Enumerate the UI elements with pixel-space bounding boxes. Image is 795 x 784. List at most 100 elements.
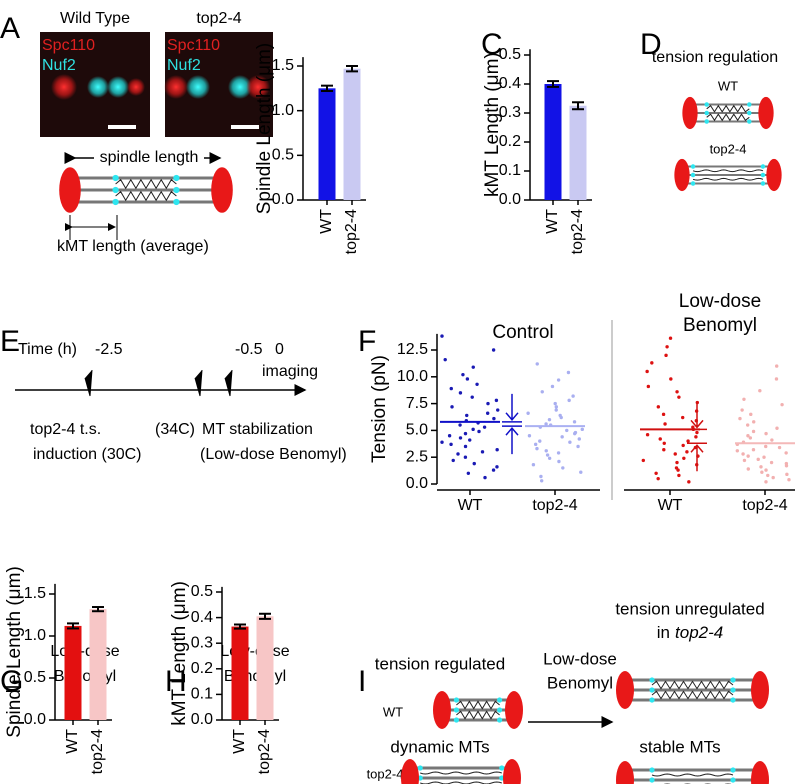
signal	[51, 74, 77, 100]
data-point	[695, 430, 699, 435]
label: (34C)	[155, 421, 195, 438]
label: Spc110	[42, 37, 95, 54]
spring	[115, 190, 177, 202]
data-point	[663, 422, 667, 426]
label: kMT length (average)	[57, 238, 209, 255]
data-point	[540, 390, 544, 394]
data-point	[668, 336, 673, 340]
data-point	[449, 442, 453, 447]
data-point	[483, 475, 487, 480]
label: Benomyl	[547, 673, 613, 692]
kinetochore	[760, 172, 766, 178]
data-point	[675, 460, 679, 465]
data-point	[538, 439, 542, 443]
data-point	[785, 472, 789, 477]
data-point	[539, 479, 544, 483]
data-point	[495, 447, 499, 452]
data-point	[573, 431, 577, 436]
kinetochore	[730, 697, 736, 703]
x-tick-label: WT	[231, 729, 248, 754]
bar	[89, 609, 107, 720]
data-point	[677, 395, 681, 399]
data-point	[759, 465, 763, 469]
data-point	[471, 427, 475, 432]
data-point	[687, 480, 691, 484]
label: Low-dose	[543, 649, 617, 668]
error-bar	[572, 101, 584, 111]
x-tick-label: top2-4	[89, 729, 106, 774]
label: MT stabilization	[202, 421, 313, 438]
spindle-pole	[503, 759, 521, 784]
label: 0	[275, 341, 284, 358]
data-point	[544, 422, 548, 426]
error-bar	[92, 606, 104, 613]
signal	[186, 75, 210, 99]
label: tension regulated	[375, 654, 505, 673]
label: Nuf2	[167, 57, 201, 74]
data-point	[770, 438, 774, 442]
data-point	[449, 386, 453, 391]
x-tick-label: top2-4	[569, 209, 586, 254]
data-point	[447, 434, 452, 438]
data-point	[466, 471, 471, 475]
data-point	[662, 447, 666, 452]
spring	[651, 773, 734, 777]
spindle-pole	[758, 96, 774, 130]
kinetochore	[417, 765, 423, 771]
chart-title: Low-dose	[220, 643, 289, 660]
data-point	[741, 452, 745, 456]
kinetochore	[704, 110, 709, 116]
data-point	[463, 455, 468, 459]
data-point	[576, 444, 580, 449]
data-point	[492, 416, 496, 421]
data-point	[491, 468, 496, 472]
spring	[456, 710, 500, 720]
data-point	[686, 439, 690, 443]
label: Time (h)	[18, 341, 77, 358]
data-point	[769, 460, 774, 465]
spindle	[682, 96, 774, 130]
y-tick-label: 0.5	[499, 46, 521, 63]
label: spindle length	[100, 149, 199, 166]
x-tick-label: WT	[458, 497, 483, 514]
spindle-pole	[766, 158, 782, 192]
data-point	[494, 398, 499, 403]
data-point	[664, 353, 668, 358]
label: WT	[383, 704, 403, 719]
data-point	[777, 445, 782, 450]
data-point	[572, 420, 577, 424]
data-point	[465, 413, 469, 418]
y-tick-label: 0.0	[272, 191, 294, 208]
y-tick-label: 0.4	[499, 75, 521, 92]
label: induction (30C)	[33, 446, 142, 463]
kinetochore	[112, 186, 119, 194]
data-point	[764, 480, 768, 484]
bar	[544, 84, 562, 200]
label: tension regulation	[652, 49, 778, 66]
data-point	[565, 428, 569, 433]
data-point	[482, 425, 487, 429]
data-point	[553, 401, 557, 406]
signal	[87, 76, 109, 98]
y-axis-label: kMT Length (μm)	[169, 581, 190, 726]
data-point	[760, 470, 764, 474]
data-point	[535, 362, 539, 366]
data-point	[745, 423, 750, 427]
panel-label: D	[640, 28, 662, 61]
spring	[651, 690, 734, 700]
data-point	[662, 441, 666, 445]
kinetochore	[497, 697, 503, 703]
y-tick-label: 0.1	[191, 686, 213, 703]
signal	[246, 75, 270, 99]
data-point	[577, 437, 581, 441]
spring	[692, 169, 764, 173]
data-point	[496, 408, 500, 412]
data-point	[468, 438, 472, 442]
y-tick-label: 2.5	[406, 448, 428, 465]
y-tick-label: 0.4	[191, 609, 213, 626]
label: stable MTs	[639, 737, 720, 756]
kinetochore	[690, 181, 696, 186]
data-point	[751, 429, 756, 434]
data-point	[450, 405, 454, 409]
data-point	[650, 361, 654, 365]
